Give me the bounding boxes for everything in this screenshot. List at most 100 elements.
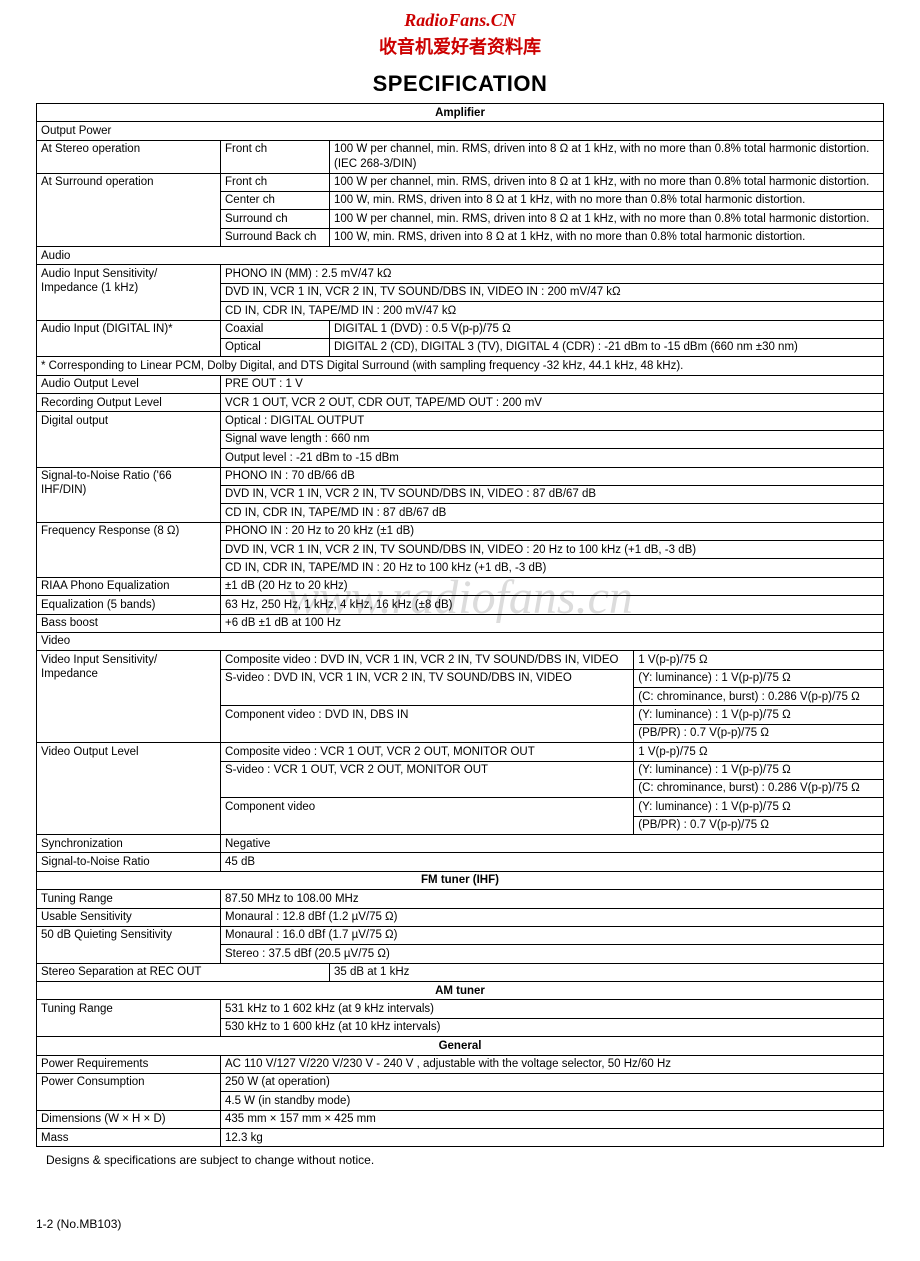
label-ain-sens: Audio Input Sensitivity/ Impedance (1 kH… (37, 265, 221, 320)
val-freq-phono: PHONO IN : 20 Hz to 20 kHz (±1 dB) (221, 522, 884, 540)
val-vin-comp: Composite video : DVD IN, VCR 1 IN, VCR … (221, 651, 634, 669)
label-aout: Audio Output Level (37, 375, 221, 393)
val-fm-sep: 35 dB at 1 kHz (330, 963, 884, 981)
val-sync: Negative (221, 835, 884, 853)
label-rec: Recording Output Level (37, 394, 221, 412)
val-vin-svid-y: (Y: luminance) : 1 V(p-p)/75 Ω (634, 669, 884, 687)
val-power-sb: 4.5 W (in standby mode) (221, 1092, 884, 1110)
val-freq-cd: CD IN, CDR IN, TAPE/MD IN : 20 Hz to 100… (221, 559, 884, 577)
brand-chinese: 收音机爱好者资料库 (36, 33, 884, 59)
label-freq: Frequency Response (8 Ω) (37, 522, 221, 577)
val-dim: 435 mm × 157 mm × 425 mm (221, 1110, 884, 1128)
label-fm-sep: Stereo Separation at REC OUT (37, 963, 330, 981)
val-vout-svid: S-video : VCR 1 OUT, VCR 2 OUT, MONITOR … (221, 761, 634, 798)
val-ain-phono: PHONO IN (MM) : 2.5 mV/47 kΩ (221, 265, 884, 283)
brand-header: RadioFans.CN 收音机爱好者资料库 (36, 10, 884, 59)
val-coaxial: DIGITAL 1 (DVD) : 0.5 V(p-p)/75 Ω (330, 320, 884, 338)
label-power-req: Power Requirements (37, 1055, 221, 1073)
brand-english: RadioFans.CN (36, 10, 884, 31)
val-digout-wav: Signal wave length : 660 nm (221, 430, 884, 448)
label-fm-quiet: 50 dB Quieting Sensitivity (37, 926, 221, 963)
val-vin-svid-c: (C: chrominance, burst) : 0.286 V(p-p)/7… (634, 688, 884, 706)
label-riaa: RIAA Phono Equalization (37, 577, 221, 595)
val-vout-compnt-pb: (PB/PR) : 0.7 V(p-p)/75 Ω (634, 816, 884, 834)
label-vout: Video Output Level (37, 743, 221, 835)
label-coaxial: Coaxial (221, 320, 330, 338)
val-am-range10: 530 kHz to 1 600 kHz (at 10 kHz interval… (221, 1018, 884, 1036)
val-vin-compnt-y: (Y: luminance) : 1 V(p-p)/75 Ω (634, 706, 884, 724)
label-vsnr: Signal-to-Noise Ratio (37, 853, 221, 871)
val-vin-compnt-pb: (PB/PR) : 0.7 V(p-p)/75 Ω (634, 724, 884, 742)
label-snr: Signal-to-Noise Ratio ('66 IHF/DIN) (37, 467, 221, 522)
val-vin-svid: S-video : DVD IN, VCR 1 IN, VCR 2 IN, TV… (221, 669, 634, 706)
label-am-range: Tuning Range (37, 1000, 221, 1037)
val-mass: 12.3 kg (221, 1129, 884, 1147)
val-riaa: ±1 dB (20 Hz to 20 kHz) (221, 577, 884, 595)
row-output-power: Output Power (37, 122, 884, 140)
val-center: 100 W, min. RMS, driven into 8 Ω at 1 kH… (330, 191, 884, 209)
val-fm-quiet-stereo: Stereo : 37.5 dBf (20.5 µV/75 Ω) (221, 945, 884, 963)
row-pcm-note: * Corresponding to Linear PCM, Dolby Dig… (37, 357, 884, 375)
val-digout-opt: Optical : DIGITAL OUTPUT (221, 412, 884, 430)
val-vout-comp-v: 1 V(p-p)/75 Ω (634, 743, 884, 761)
row-audio: Audio (37, 247, 884, 265)
val-fm-usable: Monaural : 12.8 dBf (1.2 µV/75 Ω) (221, 908, 884, 926)
val-snr-phono: PHONO IN : 70 dB/66 dB (221, 467, 884, 485)
val-freq-dvd: DVD IN, VCR 1 IN, VCR 2 IN, TV SOUND/DBS… (221, 541, 884, 559)
section-am: AM tuner (37, 982, 884, 1000)
val-surback: 100 W, min. RMS, driven into 8 Ω at 1 kH… (330, 228, 884, 246)
label-digout: Digital output (37, 412, 221, 467)
val-ain-dvd: DVD IN, VCR 1 IN, VCR 2 IN, TV SOUND/DBS… (221, 283, 884, 301)
label-vin: Video Input Sensitivity/ Impedance (37, 651, 221, 743)
label-dim: Dimensions (W × H × D) (37, 1110, 221, 1128)
label-mass: Mass (37, 1129, 221, 1147)
val-vout-svid-y: (Y: luminance) : 1 V(p-p)/75 Ω (634, 761, 884, 779)
val-fm-range: 87.50 MHz to 108.00 MHz (221, 890, 884, 908)
label-power-cons: Power Consumption (37, 1073, 221, 1110)
label-surback-ch: Surround Back ch (221, 228, 330, 246)
label-fm-usable: Usable Sensitivity (37, 908, 221, 926)
val-fm-quiet-mono: Monaural : 16.0 dBf (1.7 µV/75 Ω) (221, 926, 884, 944)
val-ain-cd: CD IN, CDR IN, TAPE/MD IN : 200 mV/47 kΩ (221, 302, 884, 320)
val-aout: PRE OUT : 1 V (221, 375, 884, 393)
val-vin-compnt: Component video : DVD IN, DBS IN (221, 706, 634, 743)
specification-table: Amplifier Output Power At Stereo operati… (36, 103, 884, 1147)
label-sync: Synchronization (37, 835, 221, 853)
val-sur-front: 100 W per channel, min. RMS, driven into… (330, 173, 884, 191)
page-title: SPECIFICATION (36, 71, 884, 97)
val-vout-comp: Composite video : VCR 1 OUT, VCR 2 OUT, … (221, 743, 634, 761)
val-vout-compnt: Component video (221, 798, 634, 835)
val-vsnr: 45 dB (221, 853, 884, 871)
label-front-ch: Front ch (221, 140, 330, 173)
label-fm-range: Tuning Range (37, 890, 221, 908)
page-footer: 1-2 (No.MB103) (36, 1217, 884, 1231)
label-ain-digital: Audio Input (DIGITAL IN)* (37, 320, 221, 357)
val-power-op: 250 W (at operation) (221, 1073, 884, 1091)
label-sur-front: Front ch (221, 173, 330, 191)
label-optical: Optical (221, 338, 330, 356)
label-stereo-op: At Stereo operation (37, 140, 221, 173)
val-stereo-front: 100 W per channel, min. RMS, driven into… (330, 140, 884, 173)
val-vin-comp-v: 1 V(p-p)/75 Ω (634, 651, 884, 669)
section-fm: FM tuner (IHF) (37, 871, 884, 889)
val-vout-compnt-y: (Y: luminance) : 1 V(p-p)/75 Ω (634, 798, 884, 816)
section-general: General (37, 1037, 884, 1055)
val-power-req: AC 110 V/127 V/220 V/230 V - 240 V , adj… (221, 1055, 884, 1073)
val-optical: DIGITAL 2 (CD), DIGITAL 3 (TV), DIGITAL … (330, 338, 884, 356)
row-video: Video (37, 632, 884, 650)
section-amplifier: Amplifier (37, 104, 884, 122)
label-surround-ch: Surround ch (221, 210, 330, 228)
label-eq: Equalization (5 bands) (37, 596, 221, 614)
val-digout-lvl: Output level : -21 dBm to -15 dBm (221, 449, 884, 467)
footnote: Designs & specifications are subject to … (36, 1153, 884, 1167)
val-snr-cd: CD IN, CDR IN, TAPE/MD IN : 87 dB/67 dB (221, 504, 884, 522)
label-surround-op: At Surround operation (37, 173, 221, 247)
label-center-ch: Center ch (221, 191, 330, 209)
val-snr-dvd: DVD IN, VCR 1 IN, VCR 2 IN, TV SOUND/DBS… (221, 485, 884, 503)
val-bass: +6 dB ±1 dB at 100 Hz (221, 614, 884, 632)
val-eq: 63 Hz, 250 Hz, 1 kHz, 4 kHz, 16 kHz (±8 … (221, 596, 884, 614)
val-rec: VCR 1 OUT, VCR 2 OUT, CDR OUT, TAPE/MD O… (221, 394, 884, 412)
val-surround: 100 W per channel, min. RMS, driven into… (330, 210, 884, 228)
val-am-range9: 531 kHz to 1 602 kHz (at 9 kHz intervals… (221, 1000, 884, 1018)
label-bass: Bass boost (37, 614, 221, 632)
